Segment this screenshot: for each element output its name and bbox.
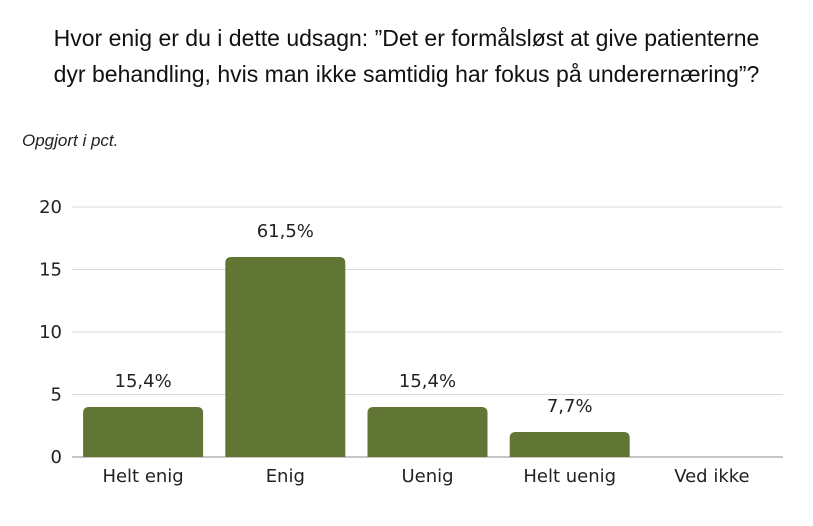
chart-title-line-2: dyr behandling, hvis man ikke samtidig h… [53, 61, 760, 87]
bar-uenig [367, 407, 488, 457]
category-label: Helt uenig [523, 466, 616, 487]
category-label: Uenig [401, 466, 453, 487]
category-label: Ved ikke [674, 466, 749, 487]
category-labels: Helt enig Enig Uenig Helt uenig Ved ikke [102, 466, 749, 487]
category-label: Enig [266, 466, 305, 487]
y-tick-label: 0 [51, 447, 62, 468]
bar-helt-uenig [509, 432, 630, 457]
category-label: Helt enig [102, 466, 183, 487]
y-tick-label: 5 [51, 385, 62, 406]
y-tick-label: 10 [39, 322, 62, 343]
bar-enig [225, 257, 346, 457]
y-axis-ticks: 0 5 10 15 20 [39, 197, 62, 468]
chart-title-line-1: Hvor enig er du i dette udsagn: ”Det er … [53, 25, 760, 51]
chart-subtitle: Opgjort i pct. [22, 131, 119, 150]
data-label: 7,7% [547, 396, 593, 417]
bars [83, 257, 630, 457]
y-tick-label: 15 [39, 260, 62, 281]
data-label: 61,5% [257, 221, 314, 242]
data-label: 15,4% [399, 371, 456, 392]
chart-title: Hvor enig er du i dette udsagn: ”Det er … [0, 20, 813, 92]
bar-helt-enig [83, 407, 204, 457]
data-labels: 15,4% 61,5% 15,4% 7,7% [115, 221, 593, 417]
gridlines [72, 206, 783, 458]
data-label: 15,4% [115, 371, 172, 392]
y-tick-label: 20 [39, 197, 62, 218]
